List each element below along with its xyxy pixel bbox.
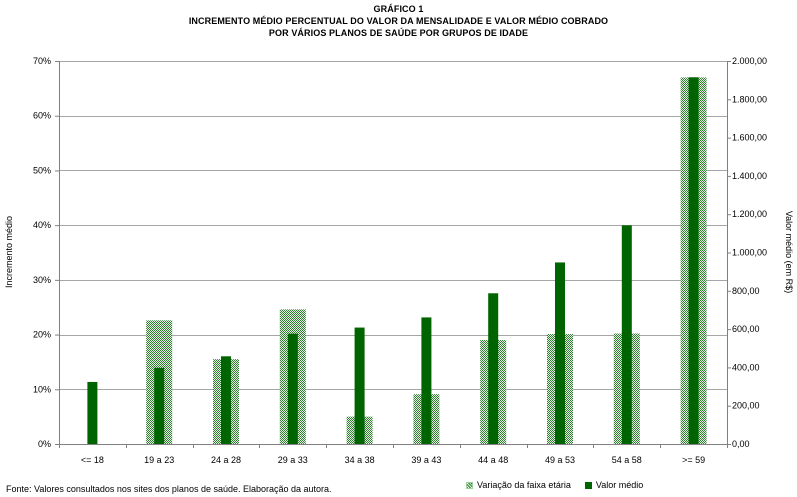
y-right-tick-label: 400,00 [732,362,760,372]
bar-valor-medio [154,367,165,444]
y-right-tick-label: 0,00 [732,439,750,449]
y-left-tick-label: 70% [33,56,51,66]
y-left-tick-label: 60% [33,111,51,121]
y-axis-right-title: Valor médio (em R$) [784,211,794,293]
bar-valor-medio [421,317,432,444]
legend-item-variacao: Variação da faixa etária [466,480,571,490]
bar-valor-medio [555,262,565,444]
legend-swatch-hatched [466,481,473,489]
x-tick-label: 44 a 48 [478,455,508,465]
legend: Variação da faixa etária Valor médio [466,480,657,490]
bar-valor-medio [621,225,632,444]
y-axis-left-title: Incremento médio [4,216,14,288]
source-note: Fonte: Valores consultados nos sites dos… [6,484,332,494]
legend-label-valor-medio: Valor médio [595,480,644,490]
bar-valor-medio [488,293,499,444]
y-left-tick-label: 0% [38,439,51,449]
bar-valor-medio [221,356,231,444]
chart-title-block: GRÁFICO 1 INCREMENTO MÉDIO PERCENTUAL DO… [0,3,797,39]
y-right-tick-label: 1.200,00 [732,209,767,219]
x-tick-label: 39 a 43 [411,455,441,465]
legend-swatch-solid [584,481,592,489]
y-axis-right-ticks: 0,00 200,00 400,00 600,00 800,00 1.000,00 1.20… [727,56,767,449]
y-right-tick-label: 800,00 [732,286,760,296]
chart-title-line-2: INCREMENTO MÉDIO PERCENTUAL DO VALOR DA … [188,16,609,26]
y-right-tick-label: 600,00 [732,324,760,334]
y-right-tick-label: 1.800,00 [732,94,767,104]
y-right-tick-label: 1.000,00 [732,248,767,258]
y-left-tick-label: 20% [33,330,51,340]
chart-title-line-1: GRÁFICO 1 [373,4,424,14]
bar-valor-medio [87,381,98,444]
y-right-tick-label: 200,00 [732,401,760,411]
x-tick-label: 29 a 33 [278,455,308,465]
y-left-tick-label: 30% [33,275,51,285]
x-tick-label: >= 59 [682,455,705,465]
x-axis-ticks: <= 18 19 a 23 24 a 28 29 a 33 34 a 38 39 a 43… [59,444,728,465]
bar-valor-medio [688,77,699,444]
bar-valor-medio [354,327,365,444]
y-left-tick-label: 50% [33,165,51,175]
x-tick-label: 34 a 38 [345,455,375,465]
y-axis-left-ticks: 0% 10% 20% 30% 40% 50% 60% 70% [33,56,59,449]
x-tick-label: 54 a 58 [612,455,642,465]
y-right-tick-label: 2.000,00 [732,56,767,66]
bar-valor-medio [287,333,298,444]
x-tick-label: 49 a 53 [545,455,575,465]
y-left-tick-label: 40% [33,220,51,230]
y-left-tick-label: 10% [33,384,51,394]
series-valor-medio-bars [87,77,699,444]
x-tick-label: <= 18 [81,455,104,465]
y-right-tick-label: 1.600,00 [732,133,767,143]
chart-title-line-3: POR VÁRIOS PLANOS DE SAÚDE POR GRUPOS DE… [268,28,529,38]
legend-item-valor-medio: Valor médio [584,480,644,490]
x-tick-label: 24 a 28 [211,455,241,465]
legend-label-variacao: Variação da faixa etária [477,480,571,490]
x-tick-label: 19 a 23 [144,455,174,465]
y-right-tick-label: 1.400,00 [732,171,767,181]
